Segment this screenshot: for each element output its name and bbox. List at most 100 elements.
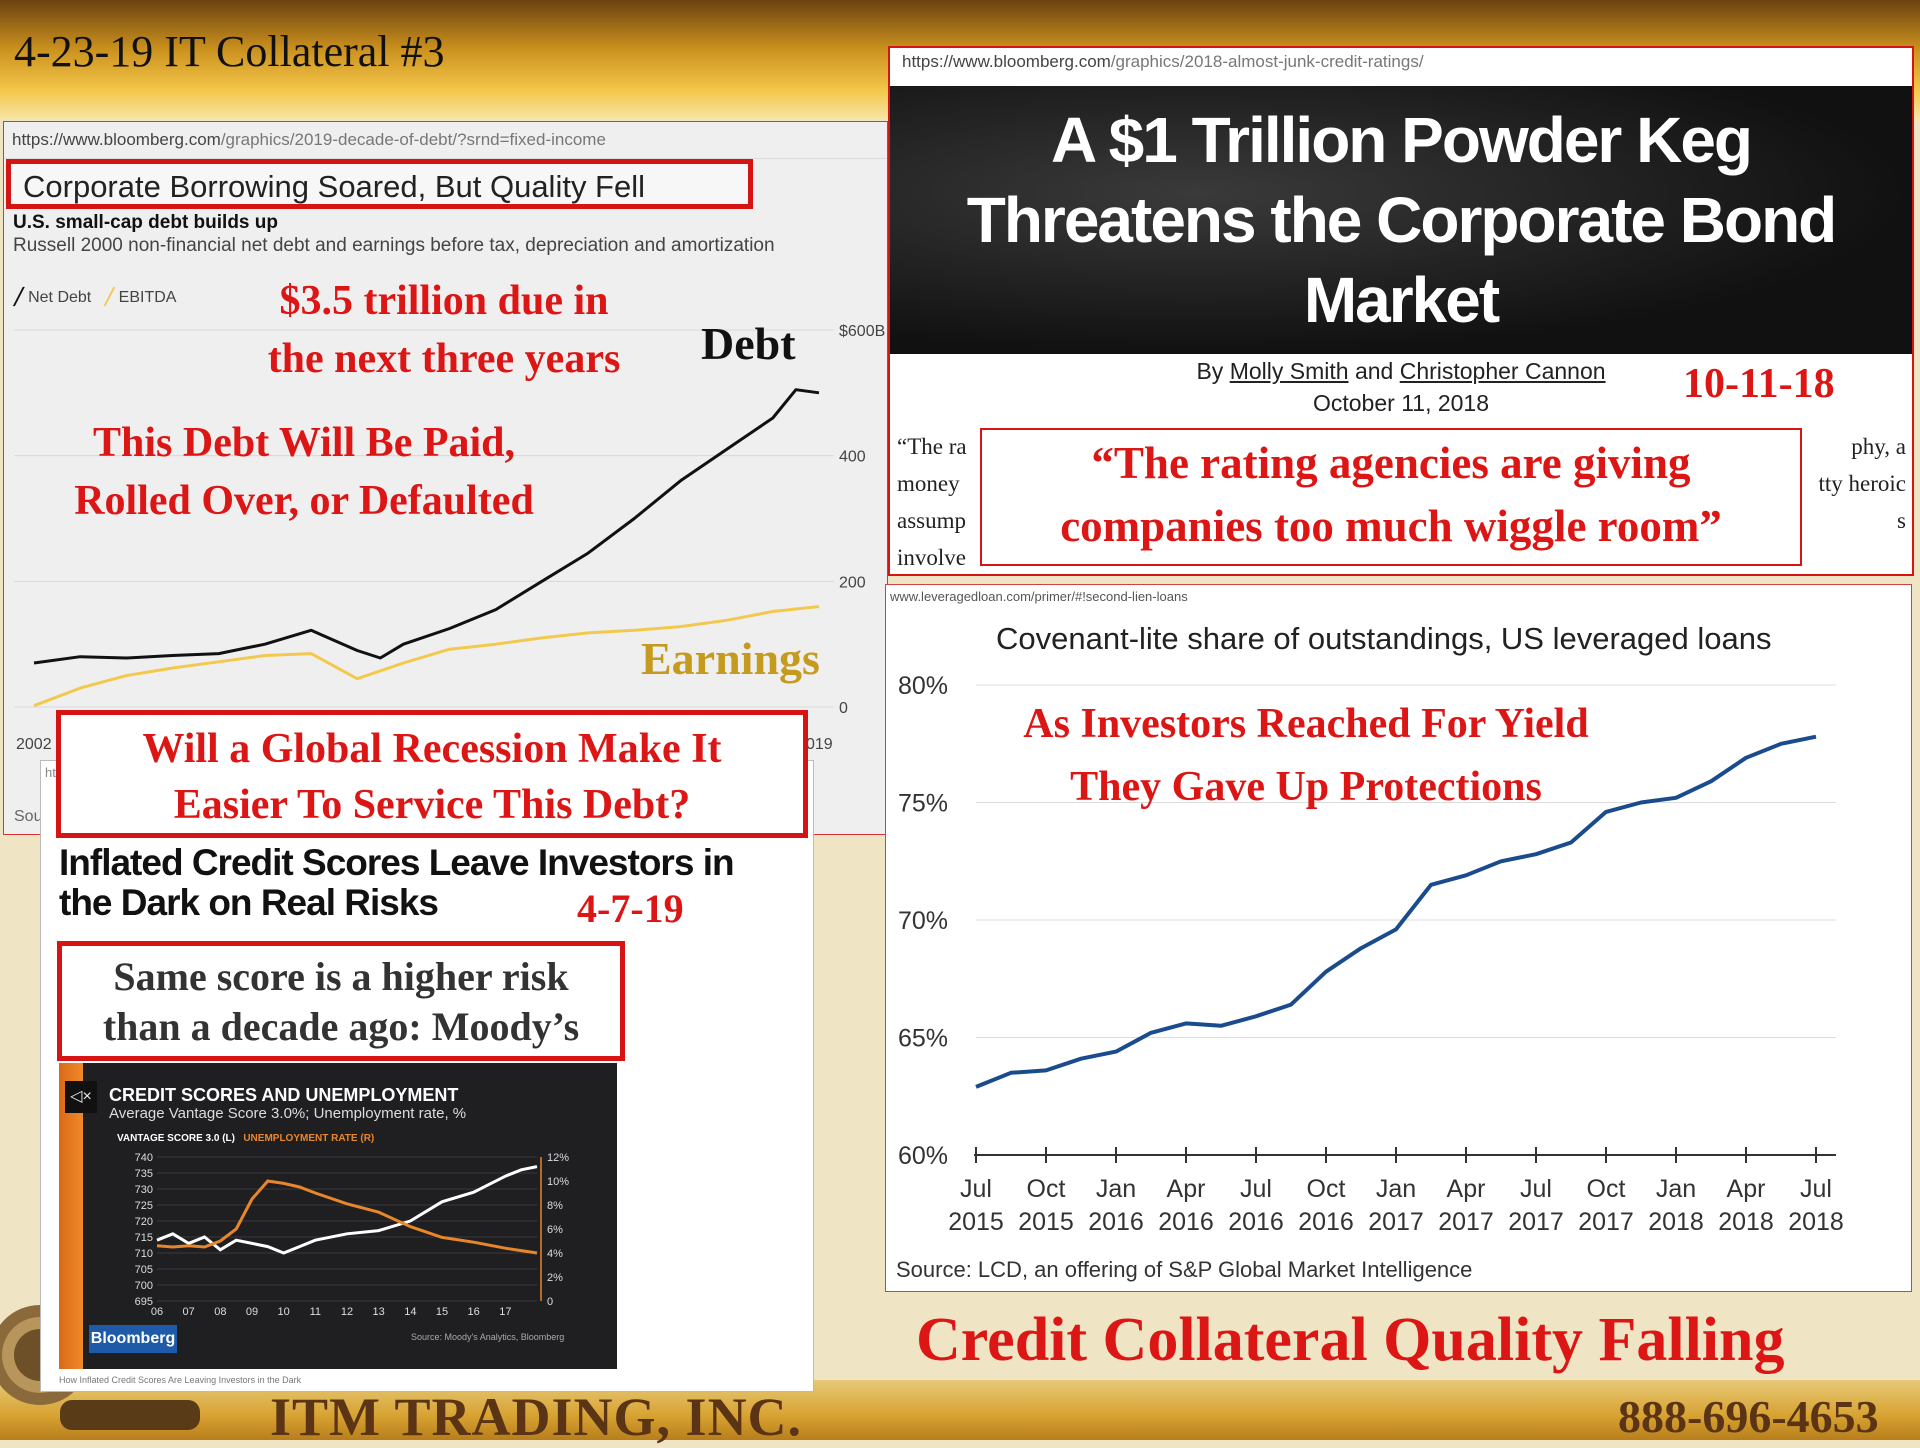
legend-net-debt: Net Debt (28, 289, 92, 306)
article-headline: Inflated Credit Scores Leave Investors i… (59, 842, 735, 923)
covenant-lite-line (975, 734, 1817, 1089)
credit-scores-article-panel: ht Inflated Credit Scores Leave Investor… (40, 760, 814, 1392)
hero-image (890, 86, 1912, 354)
powder-keg-article-panel: https://www.bloomberg.com/graphics/2018-… (888, 46, 1914, 576)
x-tick-label-year: 2015 (1018, 1208, 1074, 1236)
x-tick-label-year: 2017 (1578, 1208, 1634, 1236)
x-tick-label-month: Jan (1376, 1175, 1416, 1203)
x-tick-label: 15 (436, 1306, 448, 1318)
x-tick-label: 07 (183, 1306, 195, 1318)
left-tick-label: 735 (135, 1168, 153, 1180)
chart-legend: ╱ Net Debt ╱ EBITDA (14, 289, 177, 306)
y-tick-label: 80% (898, 672, 948, 700)
x-tick-label: 17 (499, 1306, 511, 1318)
article-date-annotation: 4-7-19 (577, 886, 684, 931)
article-body-right: phy, a tty heroic s (1818, 434, 1907, 533)
article-headline-box: Corporate Borrowing Soared, But Quality … (6, 159, 753, 209)
y-tick-label: 0 (839, 700, 848, 717)
x-tick-label-year: 2015 (948, 1208, 1004, 1236)
x-tick-label-month: Jul (1240, 1175, 1272, 1203)
author-link[interactable]: Molly Smith (1229, 358, 1349, 384)
x-tick-label-year: 2017 (1438, 1208, 1494, 1236)
video-player[interactable]: ◁× CREDIT SCORES AND UNEMPLOYMENT Averag… (59, 1063, 617, 1369)
rating-agencies-quote: “The rating agencies are giving companies… (980, 428, 1802, 566)
author-link[interactable]: Christopher Cannon (1399, 358, 1606, 384)
annotation-due: $3.5 trillion due in the next three years (267, 278, 621, 382)
series-line-ebitda (33, 605, 820, 708)
slide-title: 4-23-19 IT Collateral #3 (14, 27, 445, 76)
left-tick-label: 695 (135, 1296, 153, 1308)
footer-phone: 888-696-4653 (1618, 1391, 1879, 1442)
x-tick-label: 08 (214, 1306, 226, 1318)
x-tick-label: 019 (806, 736, 833, 753)
left-tick-label: 700 (135, 1280, 153, 1292)
x-tick-label: 16 (468, 1306, 480, 1318)
covenant-lite-panel: www.leveragedloan.com/primer/#!second-li… (885, 584, 1912, 1292)
video-source: Source: Moody's Analytics, Bloomberg (411, 1332, 565, 1342)
article-url[interactable]: https://www.bloomberg.com/graphics/2018-… (902, 52, 1424, 71)
x-tick-label-year: 2017 (1508, 1208, 1564, 1236)
x-tick-label-year: 2016 (1158, 1208, 1214, 1236)
chart-title: Covenant-lite share of outstandings, US … (996, 621, 1772, 656)
left-tick-label: 715 (135, 1232, 153, 1244)
video-title: CREDIT SCORES AND UNEMPLOYMENT (109, 1085, 459, 1105)
chart-subtitle: Russell 2000 non-financial net debt and … (13, 235, 775, 256)
annotation-paid: This Debt Will Be Paid, Rolled Over, or D… (74, 420, 534, 524)
x-tick-label-month: Apr (1167, 1175, 1206, 1203)
video-legend: VANTAGE SCORE 3.0 (L) UNEMPLOYMENT RATE … (117, 1133, 374, 1144)
credit-score-chart: 740 735 730 725 720 715 710 705 700 695 12% 10% 8% 6%… (135, 1152, 570, 1318)
mute-icon[interactable]: ◁× (65, 1081, 97, 1113)
bloomberg-logo: Bloomberg (89, 1325, 177, 1353)
x-tick-label-month: Oct (1027, 1175, 1066, 1203)
x-tick-label-month: Apr (1447, 1175, 1486, 1203)
x-tick-label-month: Jan (1656, 1175, 1696, 1203)
date-annotation: 10-11-18 (1683, 361, 1835, 407)
right-tick-label: 2% (547, 1272, 563, 1284)
x-tick-label-month: Oct (1587, 1175, 1626, 1203)
x-tick-label-year: 2018 (1718, 1208, 1774, 1236)
x-tick-label: 14 (404, 1306, 416, 1318)
source-fragment: Sou (14, 808, 43, 825)
chart-title: U.S. small-cap debt builds up (13, 212, 278, 233)
y-tick-label: 65% (898, 1025, 948, 1053)
footer-company: ITM TRADING, INC. (270, 1387, 803, 1447)
x-tick-label: 2002 (16, 736, 52, 753)
y-tick-label: 200 (839, 574, 866, 591)
recession-question-box: Will a Global Recession Make It Easier To… (56, 710, 808, 838)
x-tick-label-month: Oct (1307, 1175, 1346, 1203)
right-tick-label: 6% (547, 1224, 563, 1236)
left-tick-label: 740 (135, 1152, 153, 1164)
article-url[interactable]: www.leveragedloan.com/primer/#!second-li… (890, 589, 1188, 604)
x-tick-label-year: 2016 (1088, 1208, 1144, 1236)
right-tick-label: 8% (547, 1200, 563, 1212)
y-tick-label: 60% (898, 1142, 948, 1170)
right-tick-label: 0 (547, 1296, 553, 1308)
left-tick-label: 710 (135, 1248, 153, 1260)
article-headline: A $1 Trillion Powder Keg Threatens the Co… (966, 104, 1838, 336)
left-tick-label: 730 (135, 1184, 153, 1196)
article-headline: Corporate Borrowing Soared, But Quality … (23, 169, 646, 204)
x-tick-label-month: Jul (1520, 1175, 1552, 1203)
chart-source: Source: LCD, an offering of S&P Global M… (896, 1257, 1473, 1282)
x-tick-label-month: Jan (1096, 1175, 1136, 1203)
x-tick-label: 06 (151, 1306, 163, 1318)
y-tick-label: 400 (839, 449, 866, 466)
pub-date: October 11, 2018 (1312, 390, 1490, 416)
label-earnings: Earnings (641, 633, 820, 684)
x-tick-label: 09 (246, 1306, 258, 1318)
y-tick-label: 70% (898, 907, 948, 935)
debt-chart: $600B 400 200 0 2002 019 (14, 323, 885, 753)
series-line-net-debt (33, 388, 820, 665)
vantage-score-line (156, 1165, 538, 1255)
video-caption[interactable]: How Inflated Credit Scores Are Leaving I… (59, 1375, 302, 1385)
legend-unemployment: UNEMPLOYMENT RATE (R) (243, 1133, 375, 1144)
x-tick-label-year: 2018 (1788, 1208, 1844, 1236)
article-body-left: “The ra money assump involve (897, 434, 967, 570)
article-url[interactable]: ht (45, 765, 56, 780)
right-tick-label: 10% (547, 1176, 569, 1188)
x-tick-label: 13 (373, 1306, 385, 1318)
article-url[interactable]: https://www.bloomberg.com/graphics/2019-… (12, 130, 606, 149)
unemployment-line (156, 1179, 538, 1255)
x-tick-label: 10 (278, 1306, 290, 1318)
byline: By Molly Smith and Christopher Cannon (1196, 358, 1606, 384)
